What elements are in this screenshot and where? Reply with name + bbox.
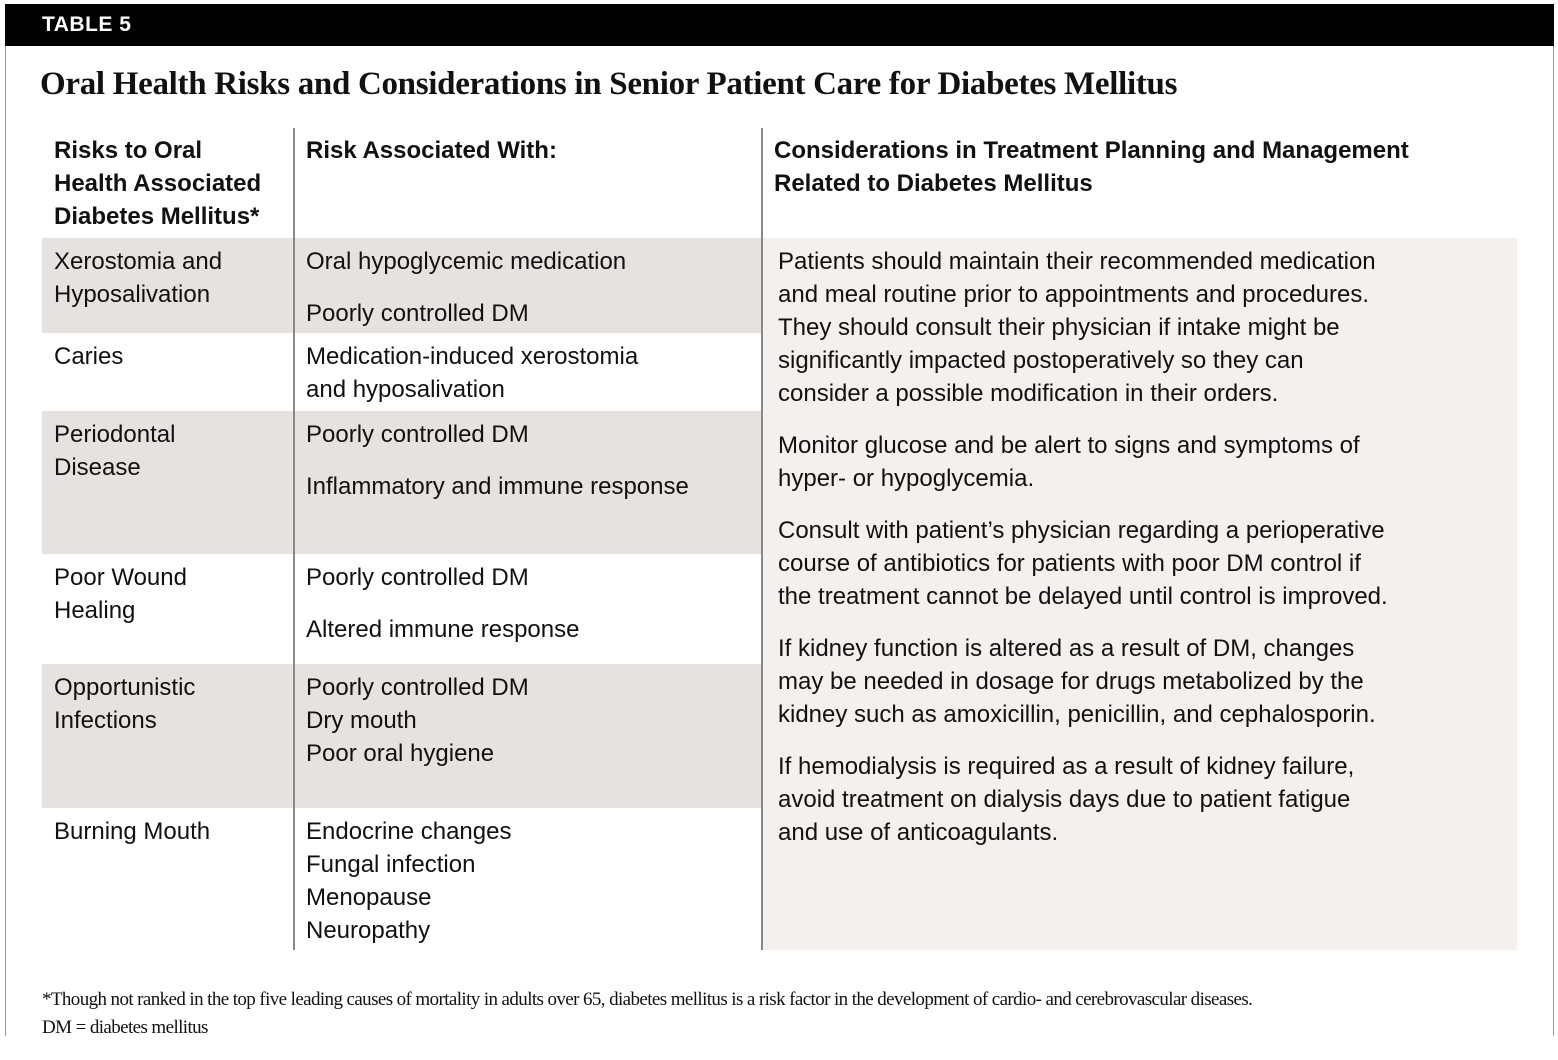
- column-divider: [293, 128, 295, 950]
- cell-line: Oral hypoglycemic medication: [306, 248, 627, 275]
- shaded-row-band: [42, 238, 761, 333]
- footnotes: *Though not ranked in the top five leadi…: [42, 986, 1253, 1042]
- associated-cell: Endocrine changes Fungal infection Menopau…: [306, 815, 511, 947]
- cell-line: Hyposalivation: [54, 281, 211, 308]
- cell-line: Related to Diabetes Mellitus: [774, 170, 1093, 197]
- risk-cell: Caries: [54, 340, 123, 373]
- cell-line: and hyposalivation: [306, 376, 505, 403]
- cell-line: kidney such as amoxicillin, penicillin, …: [778, 701, 1376, 728]
- associated-cell: Oral hypoglycemic medication Poorly contr…: [306, 245, 626, 330]
- cell-line: avoid treatment on dialysis days due to …: [778, 786, 1351, 813]
- shaded-row-band: [42, 411, 761, 554]
- cell-line: Caries: [54, 343, 124, 370]
- table-title: Oral Health Risks and Considerations in …: [40, 66, 1178, 102]
- cell-line: They should consult their physician if i…: [778, 314, 1340, 341]
- cell-line: If kidney function is altered as a resul…: [778, 635, 1355, 662]
- cell-line: Risks to Oral: [54, 137, 203, 164]
- shaded-row-band: [42, 664, 761, 808]
- header-risks: Risks to Oral Health Associated Diabetes M…: [54, 134, 261, 233]
- cell-line: Xerostomia and: [54, 248, 223, 275]
- table-label-bar: TABLE 5: [5, 4, 1554, 46]
- cell-line: course of antibiotics for patients with …: [778, 550, 1361, 577]
- cell-line: Infections: [54, 707, 157, 734]
- cell-line: Dry mouth: [306, 707, 417, 734]
- cell-line: Diabetes Mellitus*: [54, 203, 260, 230]
- cell-line: Inflammatory and immune response: [306, 473, 689, 500]
- associated-cell: Poorly controlled DM Dry mouth Poor oral h…: [306, 671, 529, 770]
- considerations-background: [761, 238, 1517, 950]
- footnote-asterisk: *Though not ranked in the top five leadi…: [42, 989, 1253, 1010]
- cell-line: Healing: [54, 597, 136, 624]
- column-divider: [761, 128, 763, 950]
- cell-line: Medication-induced xerostomia: [306, 343, 639, 370]
- cell-line: Poorly controlled DM: [306, 421, 529, 448]
- cell-line: consider a possible modification in thei…: [778, 380, 1279, 407]
- footnote-abbreviation: DM = diabetes mellitus: [42, 1017, 208, 1038]
- header-considerations: Considerations in Treatment Planning and…: [774, 134, 1409, 200]
- cell-line: Menopause: [306, 884, 432, 911]
- risk-cell: Opportunistic Infections: [54, 671, 195, 737]
- cell-line: Poorly controlled DM: [306, 674, 529, 701]
- cell-line: Monitor glucose and be alert to signs an…: [778, 432, 1360, 459]
- table-frame: [5, 4, 1554, 1036]
- cell-line: and use of anticoagulants.: [778, 819, 1059, 846]
- cell-line: the treatment cannot be delayed until co…: [778, 583, 1388, 610]
- cell-line: may be needed in dosage for drugs metabo…: [778, 668, 1364, 695]
- cell-line: Poorly controlled DM: [306, 300, 529, 327]
- cell-line: Health Associated: [54, 170, 262, 197]
- table-label: TABLE 5: [42, 13, 132, 36]
- associated-cell: Poorly controlled DM Inflammatory and imm…: [306, 418, 689, 503]
- header-associated: Risk Associated With:: [306, 134, 557, 167]
- cell-line: Consult with patient’s physician regardi…: [778, 517, 1385, 544]
- cell-line: Patients should maintain their recommend…: [778, 248, 1376, 275]
- cell-line: Disease: [54, 454, 141, 481]
- cell-line: Poorly controlled DM: [306, 564, 529, 591]
- cell-line: significantly impacted postoperatively s…: [778, 347, 1304, 374]
- cell-line: Opportunistic: [54, 674, 196, 701]
- cell-line: Poor oral hygiene: [306, 740, 495, 767]
- risk-cell: Periodontal Disease: [54, 418, 175, 484]
- cell-line: Neuropathy: [306, 917, 431, 944]
- cell-line: Periodontal: [54, 421, 176, 448]
- cell-line: hyper- or hypoglycemia.: [778, 465, 1035, 492]
- associated-cell: Medication-induced xerostomia and hyposal…: [306, 340, 638, 406]
- cell-line: Endocrine changes: [306, 818, 512, 845]
- risk-cell: Burning Mouth: [54, 815, 210, 848]
- cell-line: Poor Wound: [54, 564, 187, 591]
- associated-cell: Poorly controlled DM Altered immune respo…: [306, 561, 579, 646]
- cell-line: Considerations in Treatment Planning and…: [774, 137, 1409, 164]
- cell-line: Risk Associated With:: [306, 137, 557, 164]
- risk-cell: Xerostomia and Hyposalivation: [54, 245, 222, 311]
- cell-line: Altered immune response: [306, 616, 580, 643]
- cell-line: Fungal infection: [306, 851, 476, 878]
- considerations-cell: Patients should maintain their recommend…: [778, 245, 1388, 849]
- cell-line: Burning Mouth: [54, 818, 211, 845]
- cell-line: If hemodialysis is required as a result …: [778, 753, 1355, 780]
- risk-cell: Poor Wound Healing: [54, 561, 187, 627]
- cell-line: and meal routine prior to appointments a…: [778, 281, 1370, 308]
